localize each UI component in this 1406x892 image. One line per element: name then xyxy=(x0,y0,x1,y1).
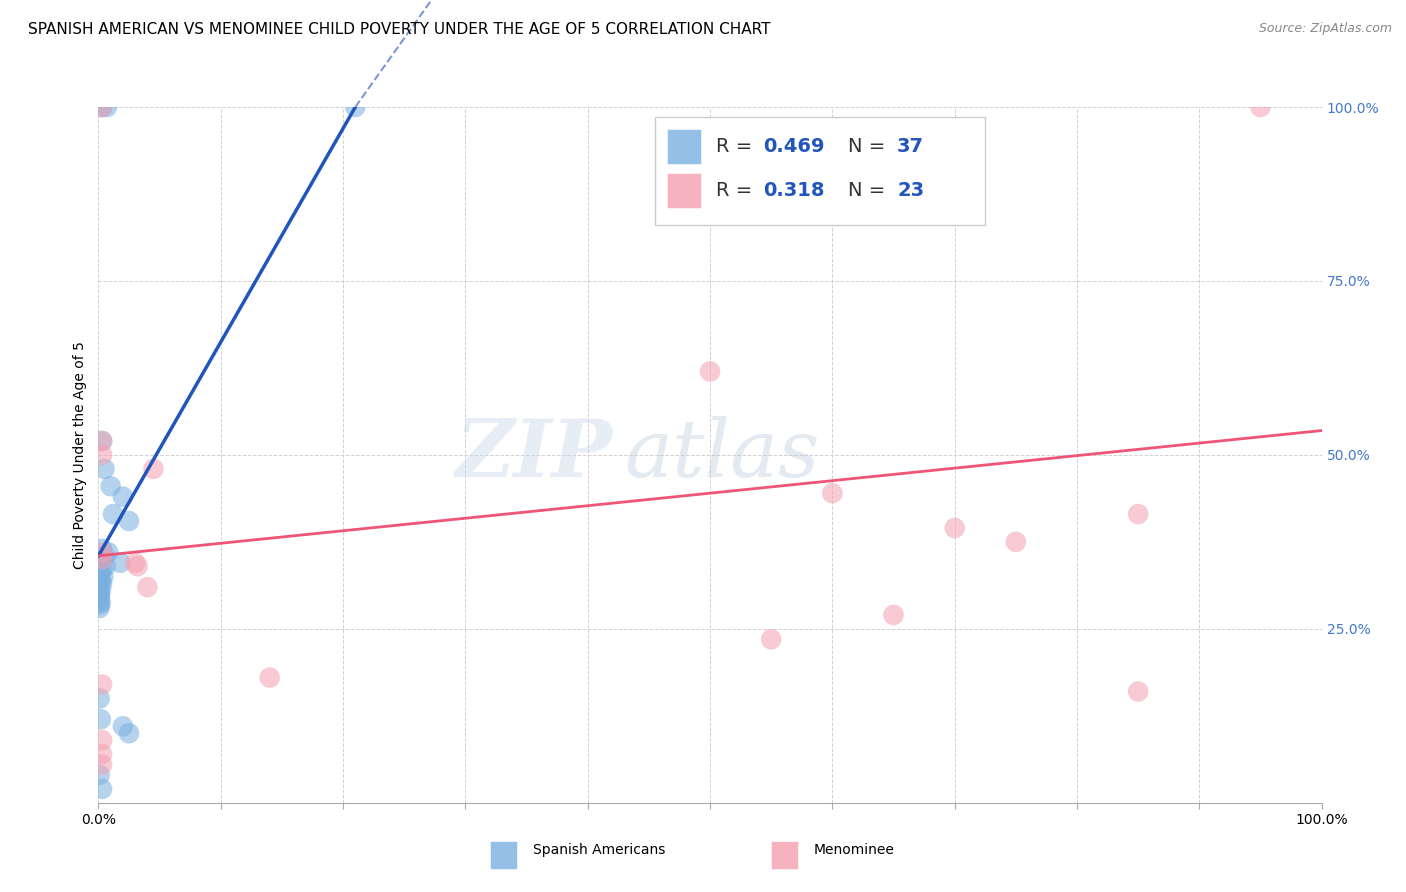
Point xyxy=(91,434,114,448)
Point xyxy=(93,462,115,476)
Point xyxy=(90,566,112,581)
FancyBboxPatch shape xyxy=(655,118,986,226)
Point xyxy=(96,100,118,114)
Point xyxy=(89,567,111,582)
Point xyxy=(89,589,111,603)
Text: SPANISH AMERICAN VS MENOMINEE CHILD POVERTY UNDER THE AGE OF 5 CORRELATION CHART: SPANISH AMERICAN VS MENOMINEE CHILD POVE… xyxy=(28,22,770,37)
Point xyxy=(91,570,114,584)
Point xyxy=(943,521,966,535)
Point xyxy=(118,514,141,528)
Point xyxy=(94,559,117,574)
Point xyxy=(111,490,134,504)
Text: R =: R = xyxy=(716,181,759,200)
Point xyxy=(91,781,114,796)
Point xyxy=(821,486,844,500)
Text: N =: N = xyxy=(848,137,891,156)
Point xyxy=(87,594,110,608)
Point xyxy=(761,632,783,647)
Point xyxy=(91,545,114,559)
Point xyxy=(127,559,149,574)
Text: 37: 37 xyxy=(897,137,924,156)
Text: 0.469: 0.469 xyxy=(762,137,824,156)
Point xyxy=(91,677,114,691)
Point xyxy=(110,556,132,570)
Point xyxy=(100,479,122,493)
Point xyxy=(883,607,905,622)
Text: 0.318: 0.318 xyxy=(762,181,824,200)
Point xyxy=(90,583,112,598)
Point xyxy=(90,712,112,726)
Point xyxy=(91,448,114,462)
Point xyxy=(90,552,112,566)
Point xyxy=(91,541,114,556)
Text: Menominee: Menominee xyxy=(814,843,894,857)
Text: 23: 23 xyxy=(897,181,924,200)
Point xyxy=(91,552,114,566)
Y-axis label: Child Poverty Under the Age of 5: Child Poverty Under the Age of 5 xyxy=(73,341,87,569)
Point xyxy=(89,580,111,594)
Text: Source: ZipAtlas.com: Source: ZipAtlas.com xyxy=(1258,22,1392,36)
Point xyxy=(90,595,112,609)
Point xyxy=(344,100,367,114)
Point xyxy=(89,601,111,615)
Point xyxy=(91,733,114,747)
Point xyxy=(91,563,114,577)
Text: ZIP: ZIP xyxy=(456,417,612,493)
Point xyxy=(111,719,134,733)
Point xyxy=(118,726,141,740)
Point xyxy=(91,757,114,772)
Point xyxy=(91,434,114,448)
Text: N =: N = xyxy=(848,181,891,200)
Point xyxy=(90,574,112,589)
Point xyxy=(259,671,281,685)
FancyBboxPatch shape xyxy=(489,841,517,869)
Point xyxy=(89,587,111,601)
Text: Spanish Americans: Spanish Americans xyxy=(533,843,665,857)
Point xyxy=(91,747,114,761)
Point xyxy=(89,768,111,782)
Point xyxy=(91,100,114,114)
Point xyxy=(1004,535,1026,549)
Point xyxy=(142,462,165,476)
Point xyxy=(1128,507,1150,521)
Point xyxy=(91,100,114,114)
FancyBboxPatch shape xyxy=(668,129,702,164)
Point xyxy=(136,580,159,594)
Point xyxy=(91,576,114,591)
Point xyxy=(97,545,120,559)
Point xyxy=(89,691,111,706)
Text: atlas: atlas xyxy=(624,417,820,493)
Point xyxy=(89,598,111,612)
Text: R =: R = xyxy=(716,137,759,156)
Point xyxy=(699,364,721,378)
Point xyxy=(89,573,111,587)
Point xyxy=(93,549,115,563)
Point xyxy=(124,556,146,570)
FancyBboxPatch shape xyxy=(668,173,702,208)
FancyBboxPatch shape xyxy=(772,841,799,869)
Point xyxy=(1249,100,1271,114)
Point xyxy=(89,591,111,605)
Point xyxy=(101,507,124,521)
Point xyxy=(1128,684,1150,698)
